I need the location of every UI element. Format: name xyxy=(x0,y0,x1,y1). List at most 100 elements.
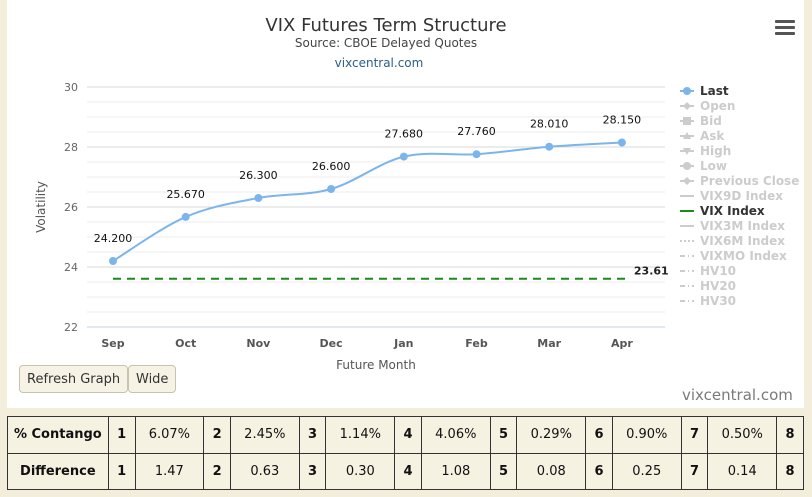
last-series-point[interactable] xyxy=(109,257,117,265)
y-tick-label: 30 xyxy=(64,81,78,94)
last-series-data-label: 27.760 xyxy=(457,125,496,138)
difference-index-1: 1 xyxy=(107,452,136,490)
difference-index-2: 2 xyxy=(203,452,231,490)
last-series-point[interactable] xyxy=(327,185,336,193)
last-series-data-label: 27.680 xyxy=(385,128,424,141)
y-tick-label: 24 xyxy=(64,261,78,274)
legend-item-low[interactable]: Low xyxy=(680,159,727,173)
contango-value-7: 0.50% xyxy=(707,416,778,454)
vix-term-structure-chart: VIX Futures Term Structure Source: CBOE … xyxy=(34,15,799,372)
x-tick-label: Mar xyxy=(537,337,561,350)
difference-index-5: 5 xyxy=(489,452,518,490)
legend-marker xyxy=(683,102,691,110)
last-series-data-label: 24.200 xyxy=(94,232,133,245)
difference-value-5: 0.08 xyxy=(516,452,587,490)
y-tick-label: 28 xyxy=(64,141,78,154)
y-tick-label: 26 xyxy=(64,201,78,214)
difference-row: Difference 1 1.47 2 0.63 3 0.30 4 1.08 5… xyxy=(7,452,804,490)
difference-index-6: 6 xyxy=(585,452,613,490)
contango-index-8: 8 xyxy=(776,416,804,454)
site-link[interactable]: vixcentral.com xyxy=(335,56,424,70)
legend-item-previous-close[interactable]: Previous Close xyxy=(680,174,799,188)
contango-index-5: 5 xyxy=(489,416,518,454)
vix-index-data-label: 23.61 xyxy=(634,265,669,278)
last-series-line xyxy=(112,141,622,262)
last-series-point[interactable] xyxy=(181,212,190,221)
contango-row: % Contango 1 6.07% 2 2.45% 3 1.14% 4 4.0… xyxy=(7,416,804,454)
x-tick-label: Apr xyxy=(611,337,633,350)
legend-item-high[interactable]: High xyxy=(680,144,731,158)
legend-label: Low xyxy=(700,159,727,173)
legend-item-hv20[interactable]: HV20 xyxy=(680,279,736,293)
legend-label: VIX6M Index xyxy=(700,234,785,248)
difference-index-4: 4 xyxy=(394,452,422,490)
difference-index-8: 8 xyxy=(776,452,804,490)
difference-index-7: 7 xyxy=(680,452,709,490)
contango-value-3: 1.14% xyxy=(325,416,396,454)
last-series-point[interactable] xyxy=(399,152,408,161)
credit-link[interactable]: vixcentral.com xyxy=(682,386,793,404)
last-series-point[interactable] xyxy=(545,142,554,151)
legend-item-vix-index[interactable]: VIX Index xyxy=(680,204,765,218)
legend-label: Ask xyxy=(700,129,725,143)
legend-label: VIX Index xyxy=(700,204,765,218)
difference-value-6: 0.25 xyxy=(611,452,682,490)
last-series-data-label: 28.150 xyxy=(603,114,642,127)
difference-value-4: 1.08 xyxy=(420,452,491,490)
chart-panel: VIX Futures Term Structure Source: CBOE … xyxy=(7,0,804,408)
x-axis-title: Future Month xyxy=(336,358,416,372)
contango-index-3: 3 xyxy=(298,416,327,454)
contango-index-2: 2 xyxy=(203,416,231,454)
legend-label: Last xyxy=(700,84,729,98)
difference-value-2: 0.63 xyxy=(229,452,300,490)
refresh-graph-button[interactable]: Refresh Graph xyxy=(19,365,129,393)
difference-index-3: 3 xyxy=(298,452,327,490)
legend-label: Bid xyxy=(700,114,722,128)
chart-menu-icon[interactable] xyxy=(775,20,795,36)
x-tick-label: Oct xyxy=(175,337,196,350)
legend-item-vixmo-index[interactable]: VIXMO Index xyxy=(680,249,787,263)
y-tick-label: 22 xyxy=(64,321,78,334)
legend-label: VIXMO Index xyxy=(700,249,787,263)
legend-item-bid[interactable]: Bid xyxy=(680,114,722,128)
legend-marker xyxy=(683,132,691,139)
contango-value-1: 6.07% xyxy=(134,416,205,454)
legend-item-hv10[interactable]: HV10 xyxy=(680,264,736,278)
contango-value-6: 0.90% xyxy=(611,416,682,454)
wide-button[interactable]: Wide xyxy=(128,365,177,393)
x-tick-label: Jan xyxy=(393,337,413,350)
legend-label: Open xyxy=(700,99,735,113)
y-axis-title: Volatility xyxy=(34,181,48,233)
contango-label: % Contango xyxy=(7,416,109,454)
x-tick-label: Sep xyxy=(101,337,124,350)
x-tick-label: Dec xyxy=(320,337,343,350)
difference-value-1: 1.47 xyxy=(134,452,205,490)
last-series-data-label: 26.300 xyxy=(239,169,278,182)
difference-value-3: 0.30 xyxy=(325,452,396,490)
legend-label: HV30 xyxy=(700,294,736,308)
last-series-point[interactable] xyxy=(617,138,626,147)
legend-item-last[interactable]: Last xyxy=(680,84,729,98)
difference-label: Difference xyxy=(7,452,109,490)
last-series-data-label: 28.010 xyxy=(530,118,569,131)
legend-marker xyxy=(683,117,691,125)
legend-item-ask[interactable]: Ask xyxy=(680,129,725,143)
legend-marker xyxy=(683,87,691,95)
legend-marker xyxy=(683,162,691,170)
chart-subtitle: Source: CBOE Delayed Quotes xyxy=(295,36,477,50)
contango-value-2: 2.45% xyxy=(229,416,300,454)
contango-value-4: 4.06% xyxy=(420,416,491,454)
last-series-point[interactable] xyxy=(254,194,263,202)
legend-label: VIX3M Index xyxy=(700,219,785,233)
legend-item-hv30[interactable]: HV30 xyxy=(680,294,736,308)
legend-item-open[interactable]: Open xyxy=(680,99,735,113)
legend-item-vix9d-index[interactable]: VIX9D Index xyxy=(680,189,783,203)
contango-index-1: 1 xyxy=(107,416,136,454)
legend-marker xyxy=(683,148,691,155)
x-tick-label: Nov xyxy=(246,337,271,350)
last-series-point[interactable] xyxy=(472,150,481,159)
legend-label: HV10 xyxy=(700,264,736,278)
contango-index-7: 7 xyxy=(680,416,709,454)
legend-item-vix6m-index[interactable]: VIX6M Index xyxy=(680,234,785,248)
legend-item-vix3m-index[interactable]: VIX3M Index xyxy=(680,219,785,233)
